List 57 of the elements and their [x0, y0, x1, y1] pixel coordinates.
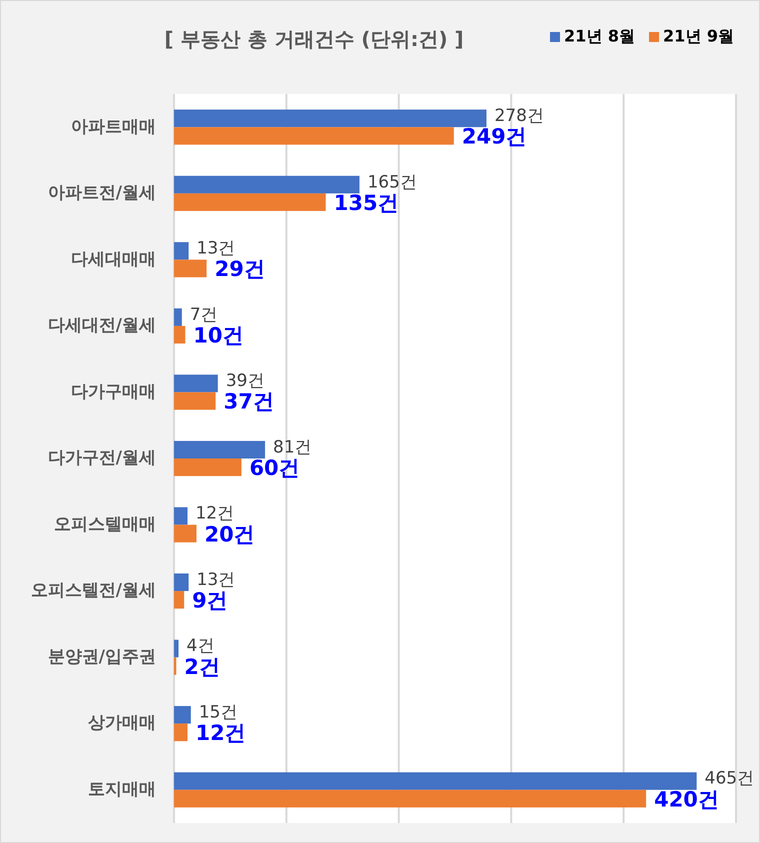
- data-label: 420건: [654, 787, 719, 812]
- bar: [174, 772, 697, 790]
- legend-label: 21년 8월: [564, 26, 635, 46]
- bar: [174, 127, 454, 145]
- y-tick-label: 아파트매매: [71, 116, 156, 137]
- bar: [174, 440, 266, 458]
- bar: [174, 724, 188, 742]
- bar: [174, 790, 646, 808]
- chart-title: [ 부동산 총 거래건수 (단위:건) ]: [164, 27, 464, 51]
- y-tick-label: 다세대매매: [71, 249, 156, 270]
- bar: [174, 524, 196, 542]
- y-tick-label: 아파트전/월세: [48, 183, 156, 204]
- data-label: 10건: [193, 323, 244, 348]
- data-label: 2건: [184, 654, 220, 679]
- bar: [174, 392, 216, 410]
- data-label: 9건: [192, 588, 228, 613]
- data-label: 465건: [704, 768, 754, 789]
- bar: [174, 193, 326, 211]
- y-tick-label: 오피스텔매매: [54, 514, 156, 534]
- bar: [174, 242, 189, 260]
- bar: [174, 374, 218, 392]
- legend-label: 21년 9월: [663, 26, 734, 46]
- data-label: 13건: [196, 238, 236, 259]
- bar: [174, 260, 207, 278]
- y-tick-label: 오피스텔전/월세: [30, 580, 156, 601]
- y-tick-label: 토지매매: [88, 780, 156, 800]
- data-label: 20건: [204, 522, 255, 546]
- y-tick-label: 다세대전/월세: [48, 316, 156, 336]
- bar: [174, 458, 242, 476]
- y-tick-label: 다가구매매: [71, 382, 156, 402]
- bar: [174, 326, 186, 344]
- bar: [174, 176, 360, 194]
- bar: [174, 308, 182, 326]
- bar: [174, 591, 184, 609]
- data-label: 13건: [196, 570, 236, 590]
- bar: [174, 110, 486, 128]
- data-label: 249건: [462, 124, 527, 149]
- data-label: 12건: [195, 721, 246, 746]
- data-label: 39건: [226, 371, 264, 392]
- data-label: 60건: [249, 456, 300, 480]
- y-tick-label: 상가매매: [88, 713, 156, 734]
- data-label: 29건: [214, 257, 265, 282]
- data-label: 12건: [195, 504, 234, 524]
- data-label: 7건: [190, 304, 218, 325]
- bar: [174, 507, 188, 525]
- bar: [174, 573, 189, 592]
- data-label: 81건: [273, 437, 312, 458]
- bar: [174, 706, 191, 724]
- data-label: 37건: [224, 390, 274, 414]
- data-label: 15건: [198, 702, 238, 722]
- data-label: 165건: [367, 172, 417, 192]
- bar: [174, 640, 178, 658]
- y-tick-label: 분양권/입주권: [48, 646, 156, 667]
- data-label: 135건: [334, 190, 399, 215]
- y-tick-label: 다가구전/월세: [48, 448, 156, 468]
- data-label: 4건: [186, 636, 214, 656]
- data-label: 278건: [494, 106, 544, 126]
